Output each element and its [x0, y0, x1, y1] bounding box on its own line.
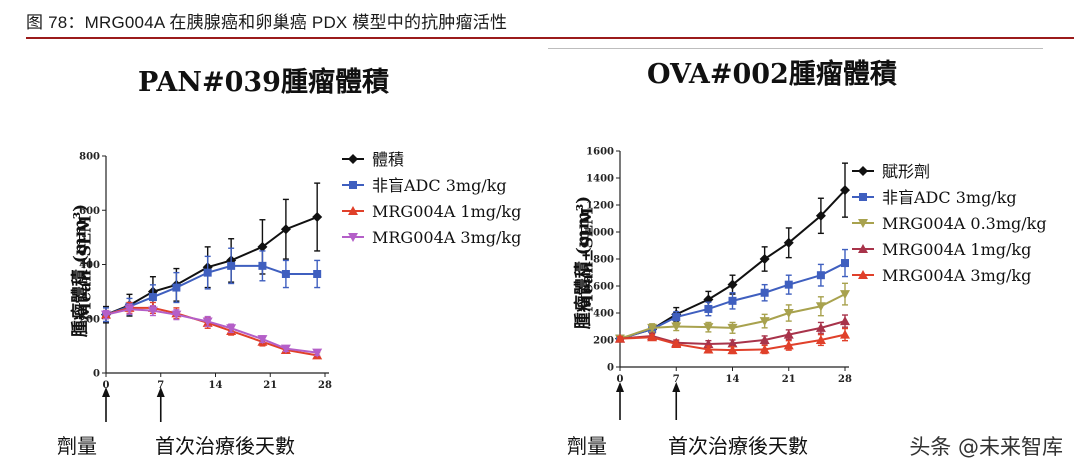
x-axis-label-ova002: 首次治療後天數 [668, 434, 808, 458]
data-point [171, 310, 182, 320]
y-tick-label: 400 [79, 260, 100, 271]
dose-arrowhead [102, 387, 110, 397]
legend-marker [348, 154, 358, 164]
data-point [101, 310, 111, 320]
x-axis-label-pan039: 首次治療後天數 [155, 434, 295, 458]
legend-label: MRG004A 1mg/kg [372, 202, 521, 221]
x-tick-label: 14 [209, 380, 223, 391]
legend-label: 體積 [372, 150, 404, 169]
data-point [147, 306, 158, 316]
legend-label: 非盲ADC 3mg/kg [372, 176, 507, 195]
data-point [148, 293, 157, 302]
dose-label-ova002: 劑量 [567, 434, 607, 458]
figure-title: 图 78：MRG004A 在胰腺癌和卵巢癌 PDX 模型中的抗肿瘤活性 [26, 13, 508, 32]
title-divider [26, 37, 1074, 39]
legend-marker [348, 206, 358, 215]
legend-marker [349, 181, 357, 189]
y-tick-label: 200 [79, 314, 100, 325]
x-tick-label: 28 [318, 380, 332, 391]
data-point [226, 324, 237, 334]
watermark: 头条 @未来智库 [909, 435, 1063, 459]
data-point [258, 261, 267, 270]
y-tick-label: 600 [79, 206, 100, 217]
y-tick-label: 0 [93, 369, 100, 380]
data-point [124, 305, 135, 315]
panel-divider [548, 48, 1043, 49]
data-point [312, 212, 323, 223]
data-point [280, 344, 291, 354]
dose-arrowhead [156, 387, 165, 397]
data-point [202, 317, 213, 327]
dose-label-pan039: 劑量 [57, 434, 97, 458]
data-point [203, 268, 212, 277]
chart-title-pan039: PAN#039腫瘤體積 [138, 67, 389, 98]
x-tick-label: 0 [103, 380, 110, 391]
y-tick-label: 800 [79, 152, 100, 163]
data-point [257, 335, 268, 345]
y-axis-label2-ova002: Mean±SEM [577, 207, 597, 312]
x-tick-label: 21 [263, 380, 277, 391]
x-tick-label: 7 [157, 380, 164, 391]
data-point [172, 283, 181, 292]
chart-title-ova002: OVA#002腫瘤體積 [647, 59, 897, 90]
legend-marker [348, 233, 358, 242]
data-point [281, 269, 290, 278]
data-point [280, 224, 291, 235]
legend-label: MRG004A 3mg/kg [372, 228, 521, 247]
data-point [312, 348, 323, 358]
data-point [313, 269, 322, 278]
data-point [257, 241, 268, 252]
data-point [227, 261, 236, 270]
